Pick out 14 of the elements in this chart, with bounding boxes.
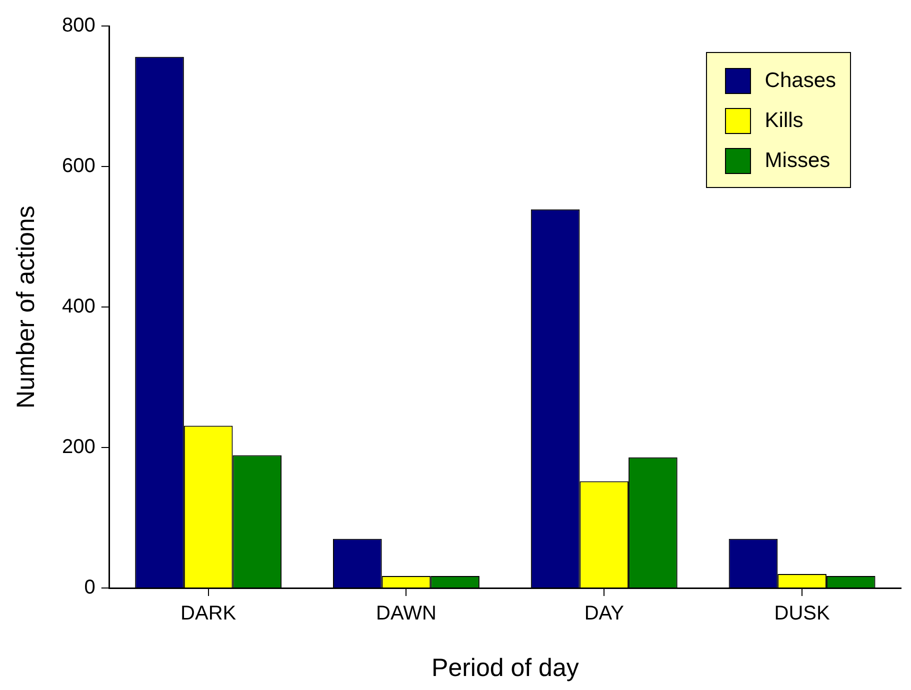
x-tick-label: DARK bbox=[180, 602, 237, 625]
y-tick-label: 800 bbox=[62, 14, 96, 37]
y-axis-title: Number of actions bbox=[12, 206, 40, 408]
x-tick-label: DUSK bbox=[774, 602, 830, 625]
y-tick-label: 400 bbox=[62, 296, 96, 318]
y-tick-label: 600 bbox=[62, 155, 96, 178]
legend-label: Misses bbox=[764, 149, 830, 173]
x-tick-label: DAWN bbox=[376, 602, 436, 625]
legend-label: Kills bbox=[764, 109, 804, 133]
x-tick-label: DAY bbox=[584, 602, 624, 625]
legend-label: Chases bbox=[764, 69, 836, 93]
x-axis-title: Period of day bbox=[432, 654, 580, 682]
y-tick-label: 0 bbox=[84, 576, 96, 599]
y-tick-label: 200 bbox=[62, 436, 96, 458]
